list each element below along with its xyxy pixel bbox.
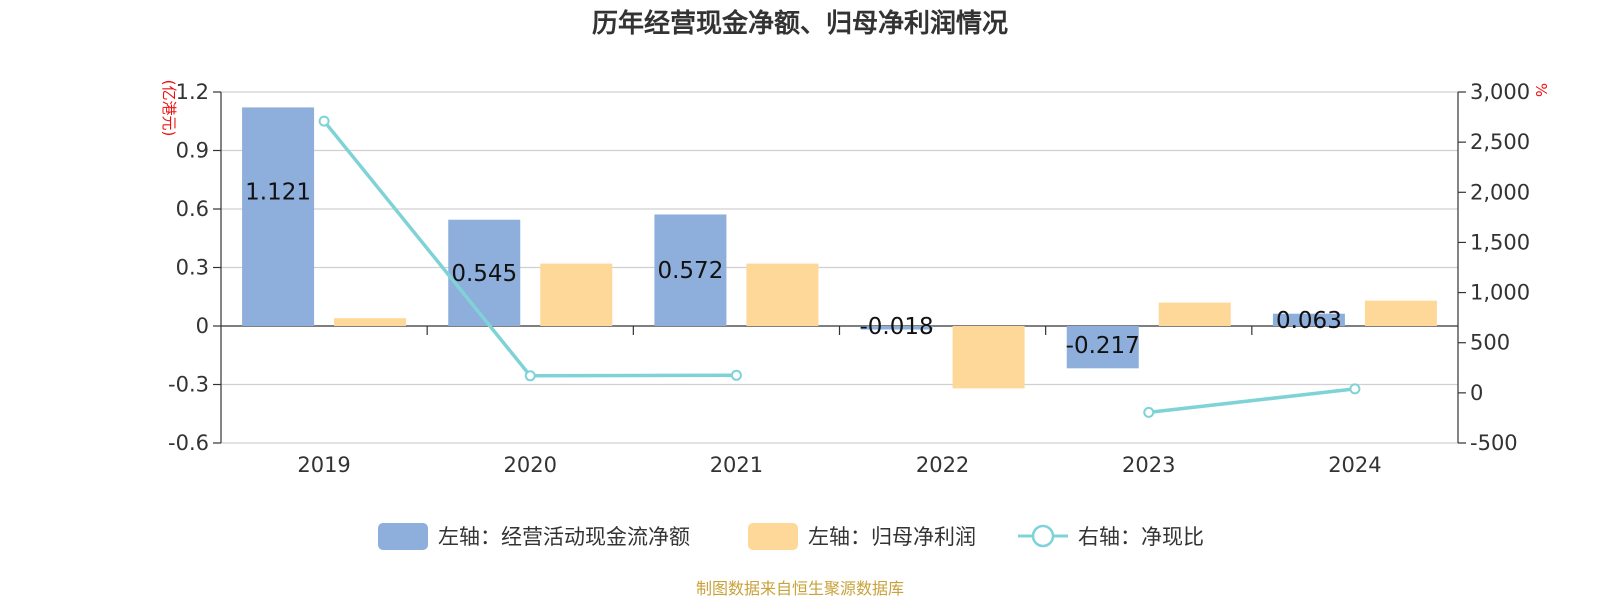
cashflow-bar — [1066, 326, 1139, 369]
ratio-point — [524, 370, 536, 382]
right-axis: -500 0 500 1,000 1,500 2,000 2,500 3,000 — [1457, 80, 1530, 455]
legend-label-ratio: 右轴：净现比 — [1078, 525, 1204, 549]
legend-item-cashflow[interactable]: 左轴：经营活动现金流净额 — [378, 523, 690, 550]
left-axis-unit: (亿港元) — [160, 80, 178, 137]
x-axis-label: 2021 — [710, 453, 763, 477]
left-axis-tick-label: 0.9 — [176, 139, 209, 163]
ratio-line-segment — [1148, 387, 1356, 415]
left-axis: -0.6 -0.3 0 0.3 0.6 0.9 1.2 — [168, 80, 222, 455]
netprofit-bar — [952, 326, 1025, 389]
cashflow-data-label: 0.063 — [1276, 308, 1342, 334]
x-axis-label: 2022 — [916, 453, 969, 477]
cashflow-data-label: -0.217 — [1066, 333, 1140, 359]
gridlines — [221, 91, 1458, 444]
legend-swatch-ratio-marker — [1031, 524, 1055, 548]
ratio-point — [1143, 406, 1155, 418]
right-axis-tick-label: 1,000 — [1470, 281, 1530, 305]
legend-swatch-cashflow — [378, 523, 428, 550]
cashflow-data-label: 0.545 — [451, 261, 517, 287]
right-axis-tick-label: 2,500 — [1470, 130, 1530, 154]
right-axis-tick-label: 500 — [1470, 331, 1510, 355]
netprofit-bar — [540, 263, 613, 326]
right-axis-unit: % — [1532, 83, 1550, 97]
ratio-line — [318, 115, 1361, 418]
left-axis-tick-label: 0.6 — [176, 197, 209, 221]
cashflow-data-label: 0.572 — [657, 258, 723, 284]
legend-swatch-netprofit — [748, 523, 798, 550]
right-axis-tick-label: -500 — [1470, 431, 1518, 455]
left-axis-tick-label: -0.3 — [168, 373, 209, 397]
right-axis-tick-label: 0 — [1470, 381, 1483, 405]
netprofit-bar — [1364, 300, 1437, 326]
legend-label-cashflow: 左轴：经营活动现金流净额 — [438, 525, 690, 549]
right-axis-tick-label: 2,000 — [1470, 180, 1530, 204]
cashflow-bar — [448, 219, 521, 326]
right-axis-tick-label: 1,500 — [1470, 230, 1530, 254]
legend-item-netprofit[interactable]: 左轴：归母净利润 — [748, 523, 976, 550]
cashflow-bar — [860, 326, 933, 330]
cashflow-bar — [1272, 313, 1345, 326]
data-source-footer: 制图数据来自恒生聚源数据库 — [696, 579, 904, 598]
data-labels: 1.121 0.545 0.572 -0.018 -0.217 0.063 — [245, 180, 1342, 359]
legend: 左轴：经营活动现金流净额 左轴：归母净利润 右轴：净现比 — [378, 523, 1204, 550]
cashflow-bar — [242, 107, 315, 326]
right-axis-tick-label: 3,000 — [1470, 80, 1530, 104]
x-axis: 2019 2020 2021 2022 2023 2024 — [221, 325, 1458, 477]
cashflow-bar — [654, 214, 727, 326]
left-axis-tick-label: 0.3 — [176, 256, 209, 280]
ratio-point — [1349, 383, 1361, 395]
legend-item-ratio[interactable]: 右轴：净现比 — [1018, 524, 1204, 549]
x-axis-label: 2023 — [1122, 453, 1175, 477]
x-axis-label: 2020 — [504, 453, 557, 477]
netprofit-bar — [746, 263, 819, 326]
cashflow-data-label: 1.121 — [245, 180, 311, 206]
cashflow-data-label: -0.018 — [860, 314, 934, 340]
ratio-point — [318, 115, 330, 127]
chart-title: 历年经营现金净额、归母净利润情况 — [592, 8, 1008, 39]
left-axis-tick-label: -0.6 — [168, 431, 209, 455]
netprofit-bar — [334, 318, 407, 326]
left-axis-tick-label: 1.2 — [176, 80, 209, 104]
bars — [242, 107, 1437, 389]
legend-label-netprofit: 左轴：归母净利润 — [808, 525, 976, 549]
ratio-point — [730, 369, 742, 381]
netprofit-bar — [1158, 302, 1231, 326]
left-axis-tick-label: 0 — [196, 314, 209, 338]
x-axis-label: 2019 — [297, 453, 350, 477]
x-axis-label: 2024 — [1328, 453, 1381, 477]
